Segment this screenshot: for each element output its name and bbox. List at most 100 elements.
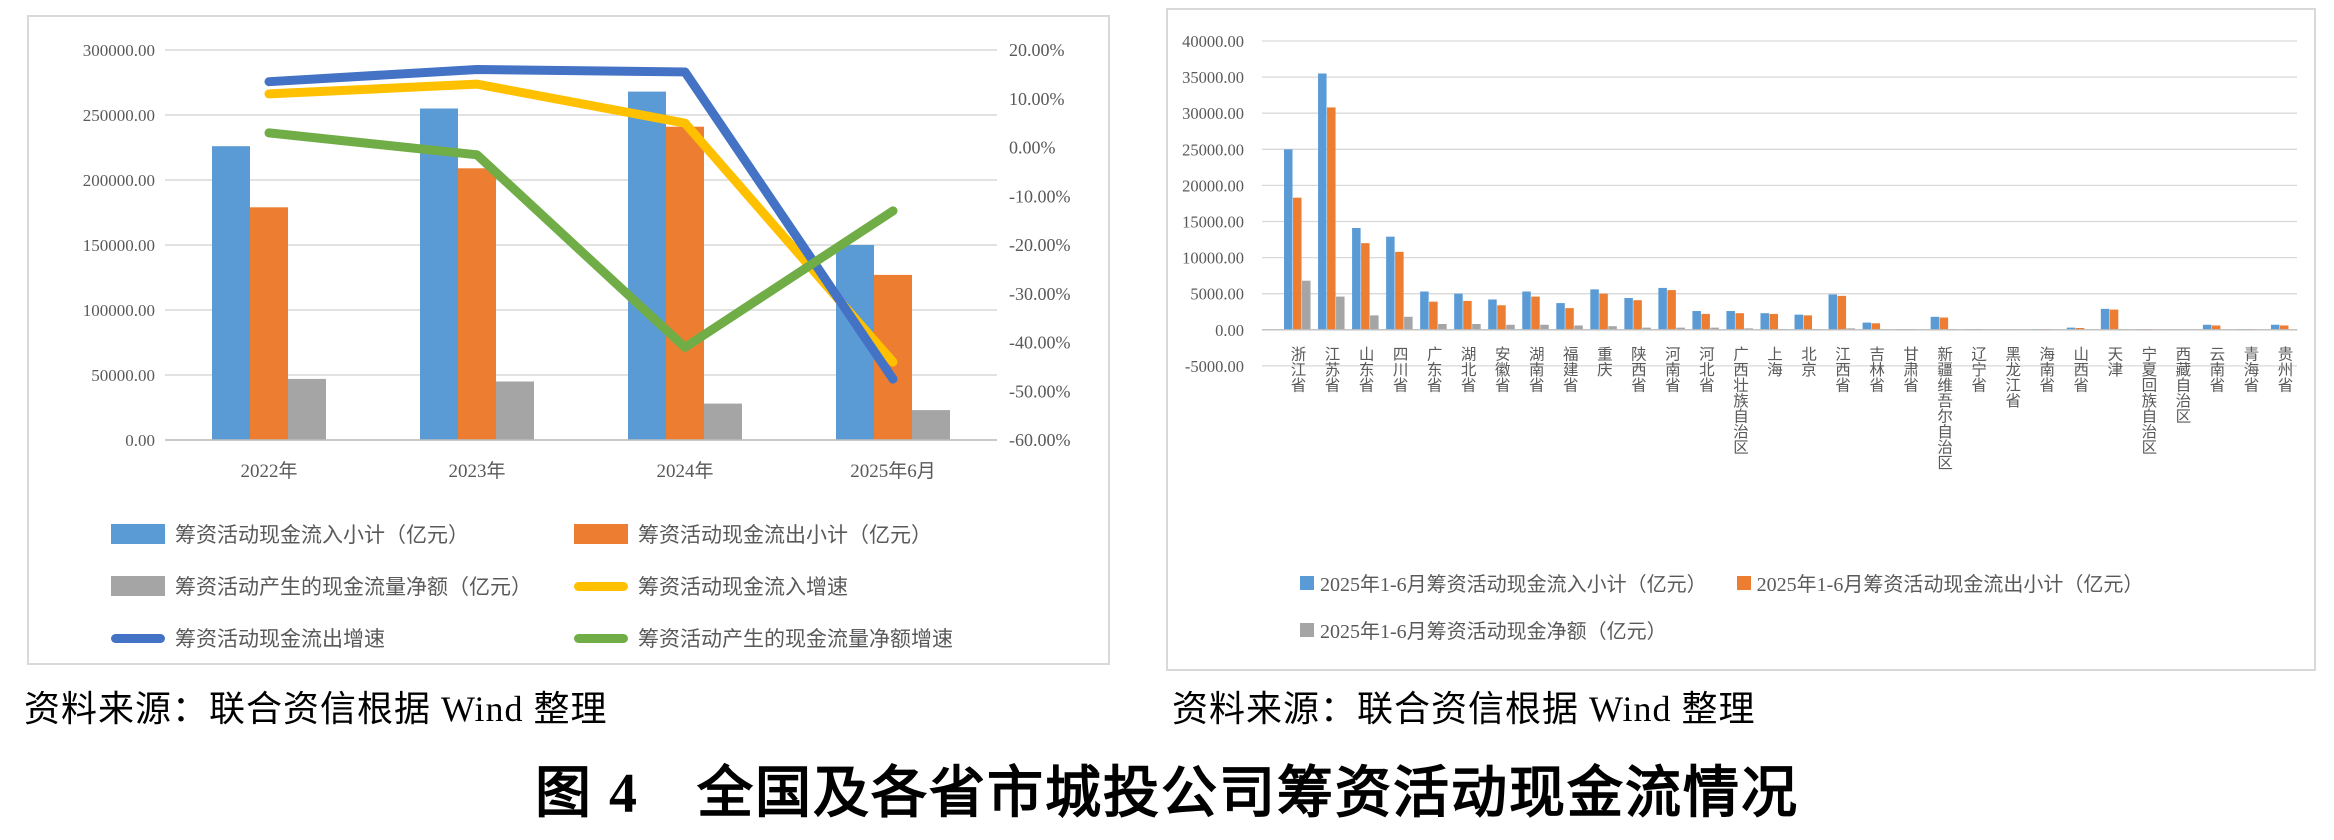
legend-label: 2025年1-6月筹资活动现金流出小计（亿元） [1756,574,2144,596]
bar [1540,324,1549,330]
bar [1642,327,1651,330]
bar [1726,311,1735,330]
category-label: 宁夏回族自治区 [2139,346,2157,455]
category-label: 浙江省 [1289,346,1307,393]
right-chart-svg: 40000.00 35000.00 30000.00 25000.00 20000.00… [1182,32,2298,470]
right-axis-tick-label: -50.00% [1009,381,1071,401]
bar [1608,326,1617,330]
y-axis-tick-label: 35000.00 [1182,68,1244,87]
right-axis-tick-label: -30.00% [1009,284,1071,304]
bar [1284,149,1293,330]
bar [1395,251,1404,330]
bar [2100,308,2110,330]
line-series [264,65,898,384]
bar [2075,327,2085,330]
bar [1438,324,1447,330]
bar [704,403,742,440]
x-axis-labels: 2022年 2023年 2024年 2025年6月 [240,460,935,482]
y-axis-tick-label: 30000.00 [1182,104,1244,123]
bar [250,207,288,440]
left-chart-legend: 筹资活动现金流入小计（亿元） 筹资活动现金流出小计（亿元） 筹资活动产生的现金流量净… [111,519,953,653]
category-label: 陕西省 [1629,346,1647,393]
bar [1556,303,1565,330]
legend-item: 筹资活动现金流入小计（亿元） [111,519,574,549]
category-label: 山东省 [1357,346,1375,393]
y-axis-tick-label: 15000.00 [1182,213,1244,232]
legend-label: 筹资活动现金流出小计（亿元） [638,523,932,547]
bar [1667,290,1676,330]
bar [288,378,326,440]
bar [1463,300,1472,330]
bar [1871,323,1881,330]
right-axis-tick-labels: 20.00% 10.00% 0.00% -10.00% -20.00% -30.00% -4… [1009,40,1071,450]
category-label: 黑龙江省 [2003,346,2021,408]
legend-swatch-icon [111,633,165,643]
bar [1352,227,1361,330]
bar [1386,236,1395,330]
bar [1429,301,1438,330]
bar [1327,107,1336,330]
bar [1472,324,1481,330]
legend-item: 2025年1-6月筹资活动现金流出小计（亿元） [1736,568,2144,597]
bar [1506,324,1515,330]
category-label: 吉林省 [1867,346,1885,393]
bar [1454,293,1463,330]
bar [2211,325,2221,330]
x-axis-label: 2023年 [448,460,505,482]
bar [1744,328,1753,330]
bar [1531,296,1540,330]
bar [628,91,666,440]
legend-item: 2025年1-6月筹资活动现金流入小计（亿元） [1300,568,1707,597]
gridlines [1262,40,2297,367]
legend-row: 2025年1-6月筹资活动现金净额（亿元） [1300,615,2143,644]
bar [1370,315,1379,330]
right-axis-tick-label: 10.00% [1009,89,1065,109]
category-label: 湖南省 [1527,346,1545,393]
bar [666,126,704,440]
category-label: 北京 [1799,346,1817,379]
category-label: 辽宁省 [1969,346,1987,393]
legend-item: 筹资活动现金流出小计（亿元） [574,519,953,549]
bar [1658,287,1667,330]
bar [1420,291,1429,330]
bar [496,381,534,440]
bar [1624,298,1633,330]
bar-series [1284,73,2280,330]
left-chart-panel: 300000.00 250000.00 200000.00 150000.00 1000… [27,15,1110,665]
y-axis-tick-label: 10000.00 [1182,249,1244,268]
bar [2202,324,2212,330]
right-axis-tick-label: 20.00% [1009,40,1065,60]
category-label: 河南省 [1663,346,1681,393]
y-axis-tick-label: 0.00 [1215,321,1244,340]
legend-swatch-icon [574,633,628,643]
legend-swatch-icon [1300,622,1314,637]
bar [1565,308,1574,330]
legend-label: 筹资活动产生的现金流量净额（亿元） [175,575,532,599]
right-axis-tick-label: -60.00% [1009,430,1071,450]
left-axis-tick-label: 100000.00 [83,301,155,320]
x-axis-label: 2025年6月 [850,460,936,482]
bar [458,168,496,441]
legend-item: 筹资活动产生的现金流量净额（亿元） [111,571,574,601]
legend-swatch-icon [574,524,628,544]
bar-series [1293,107,2289,330]
category-label: 四川省 [1391,346,1409,393]
bar [212,146,250,440]
legend-label: 筹资活动现金流入小计（亿元） [175,523,469,547]
bar [912,410,950,440]
bar-series [1302,280,2298,330]
bar [1633,300,1642,330]
line-series [264,79,898,367]
left-axis-tick-label: 200000.00 [83,171,155,190]
bar [2279,325,2289,330]
bar [1930,316,1940,330]
y-axis-tick-label: 40000.00 [1182,32,1244,51]
bar [1318,73,1327,330]
bar [1574,325,1583,330]
x-axis-label: 2022年 [240,460,297,482]
left-axis-tick-labels: 300000.00 250000.00 200000.00 150000.00 1000… [83,41,155,450]
source-caption-left: 资料来源：联合资信根据 Wind 整理 [24,689,608,729]
figure-title: 图 4 全国及各省市城投公司筹资活动现金流情况 [535,763,1799,825]
legend-swatch-icon [111,576,165,596]
bar [1302,280,1311,330]
